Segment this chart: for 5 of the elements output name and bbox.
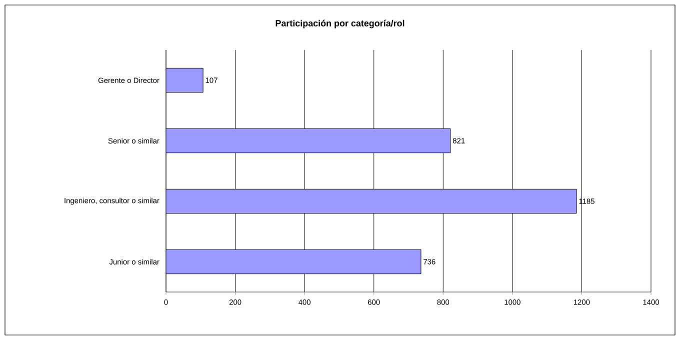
bar xyxy=(166,128,451,154)
bar xyxy=(166,188,577,214)
chart-title: Participación por categoría/rol xyxy=(276,20,404,28)
bar xyxy=(166,68,204,93)
bar xyxy=(166,249,422,274)
